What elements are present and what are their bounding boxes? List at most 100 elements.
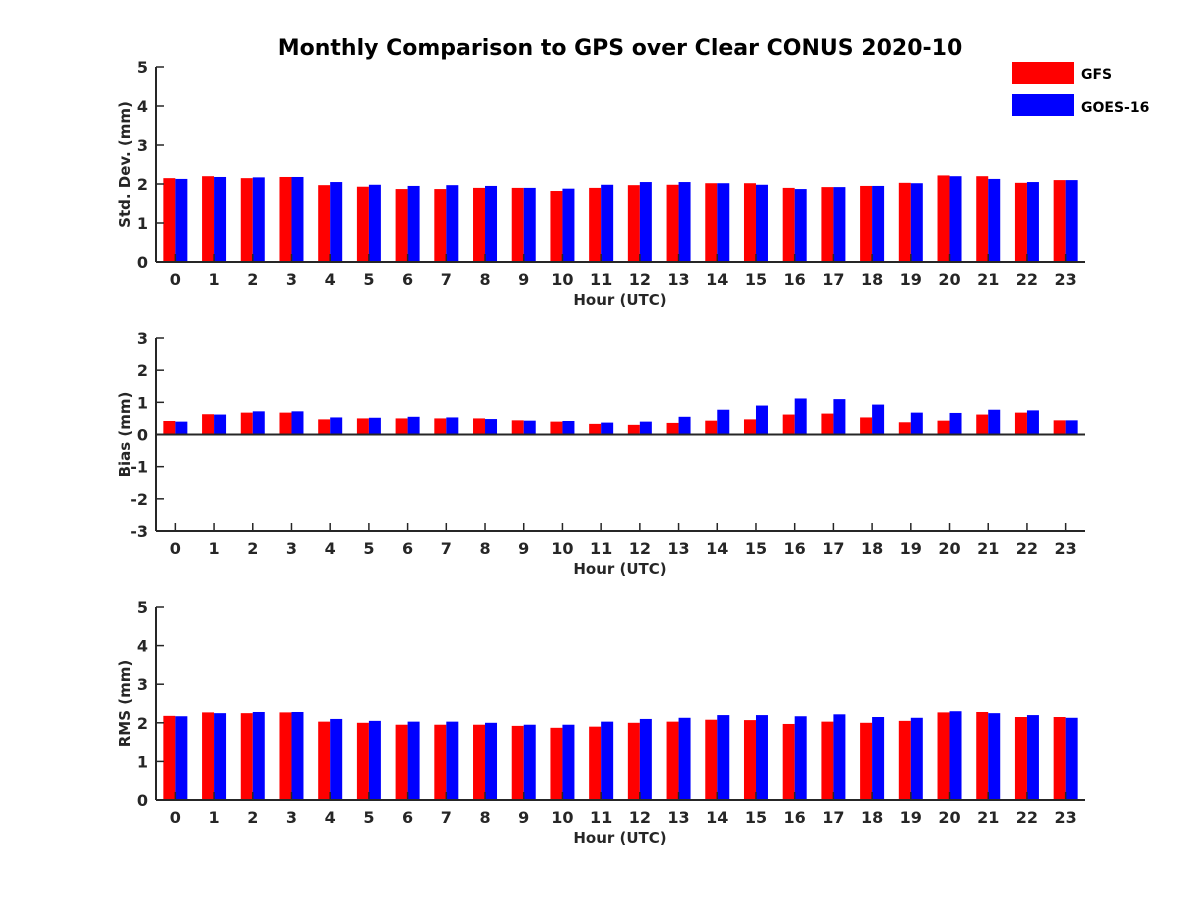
x-tick-label: 4 bbox=[325, 270, 336, 289]
chart-title: Monthly Comparison to GPS over Clear CON… bbox=[278, 36, 963, 61]
x-tick-label: 1 bbox=[208, 539, 219, 558]
bar-gfs-hour-15 bbox=[743, 183, 756, 262]
bar-goes16-hour-21 bbox=[988, 713, 1001, 800]
bar-goes16-hour-16 bbox=[794, 189, 807, 262]
bar-gfs-hour-12 bbox=[627, 424, 640, 435]
bar-goes16-hour-2 bbox=[252, 711, 265, 800]
bar-gfs-hour-16 bbox=[782, 414, 795, 435]
bar-goes16-hour-17 bbox=[833, 187, 846, 262]
bar-gfs-hour-16 bbox=[782, 723, 795, 800]
bar-goes16-hour-4 bbox=[330, 182, 343, 262]
bar-gfs-hour-5 bbox=[356, 722, 369, 800]
bar-gfs-hour-11 bbox=[589, 187, 602, 262]
x-tick-label: 14 bbox=[706, 808, 728, 827]
bar-goes16-hour-3 bbox=[291, 176, 304, 262]
bar-gfs-hour-4 bbox=[318, 185, 331, 262]
x-tick-label: 0 bbox=[170, 270, 181, 289]
x-tick-label: 21 bbox=[977, 270, 999, 289]
x-tick-label: 9 bbox=[518, 270, 529, 289]
bar-gfs-hour-10 bbox=[550, 421, 563, 435]
bar-goes16-hour-14 bbox=[717, 183, 730, 262]
bar-gfs-hour-0 bbox=[163, 715, 176, 800]
legend-label-gfs: GFS bbox=[1081, 67, 1112, 83]
x-tick-label: 11 bbox=[590, 808, 612, 827]
x-tick-label: 9 bbox=[518, 539, 529, 558]
bar-gfs-hour-6 bbox=[395, 189, 408, 262]
bar-goes16-hour-21 bbox=[988, 178, 1001, 262]
x-tick-label: 22 bbox=[1016, 539, 1038, 558]
x-tick-label: 2 bbox=[247, 270, 258, 289]
bar-gfs-hour-16 bbox=[782, 187, 795, 262]
bar-gfs-hour-23 bbox=[1053, 717, 1066, 800]
bar-gfs-hour-7 bbox=[434, 189, 447, 262]
bar-goes16-hour-2 bbox=[252, 411, 265, 435]
bar-goes16-hour-23 bbox=[1065, 180, 1078, 262]
x-tick-label: 23 bbox=[1055, 808, 1077, 827]
x-tick-label: 3 bbox=[286, 539, 297, 558]
y-tick-label: 0 bbox=[137, 791, 148, 810]
bar-goes16-hour-22 bbox=[1026, 410, 1039, 435]
legend-label-goes16: GOES-16 bbox=[1081, 100, 1149, 116]
bar-gfs-hour-23 bbox=[1053, 180, 1066, 262]
bar-gfs-hour-2 bbox=[240, 713, 253, 800]
bar-goes16-hour-13 bbox=[678, 717, 691, 800]
bar-gfs-hour-21 bbox=[976, 414, 989, 435]
bar-gfs-hour-20 bbox=[937, 175, 950, 262]
bar-goes16-hour-6 bbox=[407, 185, 420, 262]
bar-goes16-hour-15 bbox=[755, 184, 768, 262]
x-tick-label: 15 bbox=[745, 808, 767, 827]
bar-gfs-hour-15 bbox=[743, 720, 756, 800]
x-axis-label: Hour (UTC) bbox=[573, 291, 666, 309]
bar-gfs-hour-19 bbox=[898, 720, 911, 800]
x-tick-label: 20 bbox=[938, 270, 960, 289]
x-tick-label: 19 bbox=[900, 539, 922, 558]
y-tick-label: -1 bbox=[130, 458, 148, 477]
bar-goes16-hour-6 bbox=[407, 721, 420, 800]
bar-goes16-hour-10 bbox=[562, 188, 575, 262]
x-tick-label: 18 bbox=[861, 808, 883, 827]
x-tick-label: 21 bbox=[977, 539, 999, 558]
x-tick-label: 2 bbox=[247, 808, 258, 827]
x-tick-label: 19 bbox=[900, 808, 922, 827]
x-tick-label: 5 bbox=[363, 270, 374, 289]
bar-gfs-hour-19 bbox=[898, 422, 911, 435]
y-tick-label: 0 bbox=[137, 253, 148, 272]
bar-gfs-hour-8 bbox=[473, 187, 486, 262]
bar-gfs-hour-13 bbox=[666, 422, 679, 435]
bar-gfs-hour-17 bbox=[821, 187, 834, 262]
y-tick-label: 4 bbox=[137, 637, 148, 656]
bar-goes16-hour-17 bbox=[833, 399, 846, 435]
bar-goes16-hour-19 bbox=[910, 717, 923, 800]
x-tick-label: 14 bbox=[706, 539, 728, 558]
x-tick-label: 12 bbox=[629, 808, 651, 827]
x-tick-label: 7 bbox=[441, 808, 452, 827]
y-tick-label: 5 bbox=[137, 598, 148, 617]
bar-goes16-hour-4 bbox=[330, 718, 343, 800]
x-tick-label: 22 bbox=[1016, 270, 1038, 289]
bar-gfs-hour-20 bbox=[937, 420, 950, 435]
x-tick-label: 20 bbox=[938, 808, 960, 827]
y-tick-label: 1 bbox=[137, 752, 148, 771]
bar-goes16-hour-10 bbox=[562, 724, 575, 800]
bar-gfs-hour-4 bbox=[318, 721, 331, 800]
x-tick-label: 4 bbox=[325, 539, 336, 558]
bar-gfs-hour-17 bbox=[821, 721, 834, 800]
bar-goes16-hour-3 bbox=[291, 711, 304, 800]
bar-goes16-hour-8 bbox=[485, 722, 498, 800]
bar-gfs-hour-0 bbox=[163, 420, 176, 435]
y-tick-label: 2 bbox=[137, 714, 148, 733]
x-tick-label: 18 bbox=[861, 270, 883, 289]
x-tick-label: 11 bbox=[590, 270, 612, 289]
x-tick-label: 10 bbox=[551, 808, 573, 827]
x-tick-label: 17 bbox=[822, 270, 844, 289]
bar-gfs-hour-11 bbox=[589, 423, 602, 435]
bar-gfs-hour-18 bbox=[860, 417, 873, 435]
bar-goes16-hour-19 bbox=[910, 183, 923, 262]
x-tick-label: 12 bbox=[629, 539, 651, 558]
y-tick-label: 2 bbox=[137, 361, 148, 380]
bar-goes16-hour-0 bbox=[175, 716, 188, 800]
x-tick-label: 0 bbox=[170, 539, 181, 558]
x-tick-label: 11 bbox=[590, 539, 612, 558]
